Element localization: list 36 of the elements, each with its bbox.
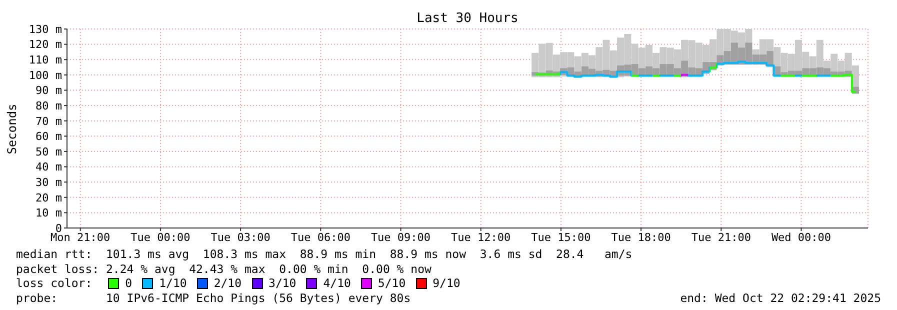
y-tick-label: 110 m: [28, 54, 62, 67]
y-tick-label: 20 m: [36, 191, 62, 204]
text: packet loss: 2.24 % avg 42.43 % max 0.00 % min 0.00 % now: [16, 262, 432, 276]
y-tick-label: 80 m: [36, 99, 62, 112]
x-tick-label: Tue 21:00: [691, 230, 751, 244]
text: median rtt: 101.3 ms avg 108.3 ms max 88.9 ms min 88.9 ms now 3.6 ms sd 28.4 am/s: [16, 247, 634, 262]
x-tick-label: Wed 00:00: [771, 230, 832, 244]
y-tick-label: 100 m: [28, 68, 62, 82]
legend-label: 3/10: [268, 276, 296, 290]
y-tick-label: 40 m: [36, 160, 62, 174]
x-tick-label: Tue 18:00: [611, 230, 671, 244]
legend-label: 9/10: [432, 276, 460, 290]
x-tick-label: Tue 06:00: [290, 230, 350, 244]
legend-label: 1/10: [159, 276, 187, 290]
x-tick-label: Tue 03:00: [210, 230, 270, 244]
x-tick-label: Tue 12:00: [451, 230, 511, 244]
x-tick-label: Tue 15:00: [531, 230, 591, 244]
text: probe: 10 IPv6-ICMP Echo Pings (56 Bytes) every 80s: [16, 290, 411, 305]
chart-title: Last 30 Hours: [416, 11, 520, 26]
legend-label: 4/10: [323, 276, 351, 290]
y-tick-label: 30 m: [36, 176, 62, 189]
y-tick-label: 90 m: [36, 84, 62, 98]
y-tick-label: 50 m: [36, 145, 62, 158]
y-tick-label: 130 m: [28, 22, 62, 36]
y-tick-label: 120 m: [28, 38, 62, 52]
y-tick-label: 60 m: [36, 130, 62, 144]
legend-label: 2/10: [214, 276, 242, 290]
text: end: Wed Oct 22 02:29:41 2025: [680, 290, 881, 305]
y-axis-title: Seconds: [5, 103, 19, 154]
legend-title: loss color:: [16, 276, 92, 290]
x-tick-label: Tue 00:00: [130, 230, 190, 244]
y-tick-label: 70 m: [36, 114, 62, 128]
y-tick-label: 10 m: [36, 206, 62, 220]
legend-label: 0: [125, 276, 132, 290]
x-tick-label: Tue 09:00: [370, 230, 431, 244]
legend-label: 5/10: [378, 276, 406, 290]
